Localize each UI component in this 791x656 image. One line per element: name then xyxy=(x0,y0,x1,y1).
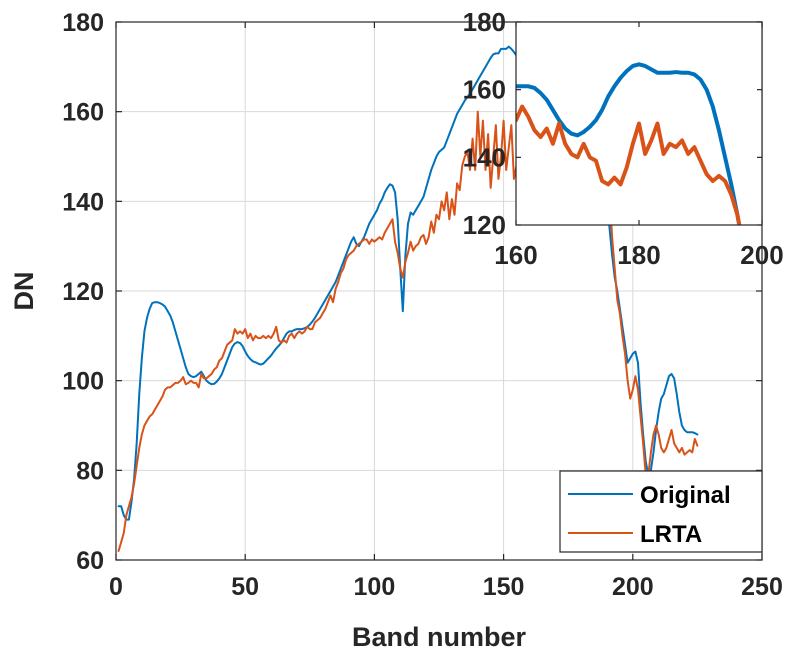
x-tick-label: 100 xyxy=(354,573,396,601)
inset-ticks xyxy=(515,21,763,226)
inset-axes: 160 180 200 120 140 160 180 xyxy=(463,7,784,270)
y-tick-label: 180 xyxy=(463,7,506,37)
legend-label-lrta: LRTA xyxy=(640,521,702,548)
legend-box xyxy=(559,470,763,553)
y-tick-label: 60 xyxy=(76,547,104,575)
x-tick-label: 180 xyxy=(617,240,660,270)
y-axis-label: DN xyxy=(9,272,39,311)
inset-tick-labels: 160 180 200 120 140 160 180 xyxy=(463,7,784,270)
y-tick-label: 180 xyxy=(62,9,104,37)
legend: Original LRTA xyxy=(559,470,763,553)
legend-label-original: Original xyxy=(640,482,731,509)
y-tick-label: 120 xyxy=(463,210,506,240)
series-line-original xyxy=(516,62,742,225)
y-tick-label: 160 xyxy=(463,75,506,105)
y-tick-label: 100 xyxy=(62,368,104,396)
x-tick-label: 50 xyxy=(231,573,259,601)
x-tick-label: 160 xyxy=(494,240,537,270)
main-ticks xyxy=(115,21,763,561)
x-tick-label: 250 xyxy=(741,573,783,601)
y-tick-label: 160 xyxy=(62,99,104,127)
x-tick-label: 200 xyxy=(612,573,654,601)
y-tick-label: 140 xyxy=(62,188,104,216)
y-tick-label: 120 xyxy=(62,278,104,306)
y-tick-label: 140 xyxy=(463,142,506,172)
x-tick-label: 200 xyxy=(740,240,783,270)
x-axis-label: Band number xyxy=(352,622,527,652)
x-tick-label: 150 xyxy=(483,573,525,601)
inset-series-lines xyxy=(516,62,742,225)
series-line-lrta xyxy=(516,104,742,225)
x-tick-label: 0 xyxy=(109,573,123,601)
main-tick-labels: 0 50 100 150 200 250 60 80 100 120 140 160 180 xyxy=(62,9,783,601)
y-tick-label: 80 xyxy=(76,457,104,485)
